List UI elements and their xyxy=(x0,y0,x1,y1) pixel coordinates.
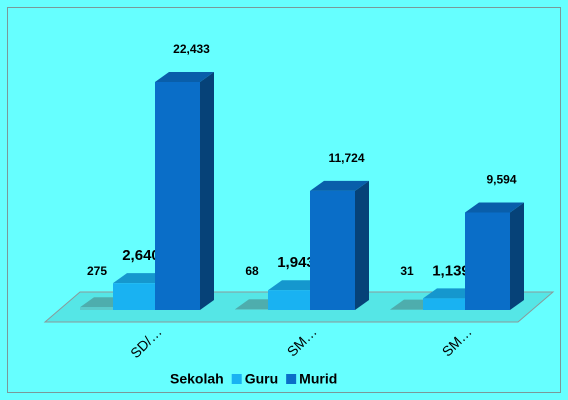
data-label: 31 xyxy=(400,264,414,278)
bar xyxy=(423,298,465,310)
bar xyxy=(310,190,355,310)
data-label: 11,724 xyxy=(328,151,364,165)
legend-label: Murid xyxy=(299,371,337,387)
data-label: 2,640 xyxy=(122,247,160,264)
bar xyxy=(268,290,310,310)
frame xyxy=(7,7,561,393)
legend-swatch xyxy=(286,374,297,384)
bar xyxy=(465,212,510,310)
data-label: 68 xyxy=(245,264,259,278)
bar xyxy=(80,307,113,310)
data-label: 1,139 xyxy=(432,262,470,279)
bar xyxy=(155,82,200,310)
bar-top xyxy=(310,180,369,191)
data-label: 9,594 xyxy=(486,173,516,187)
bar xyxy=(235,309,268,310)
data-label: 1,943 xyxy=(277,254,315,271)
bar-top xyxy=(465,202,524,213)
bar xyxy=(113,283,155,310)
bar-side xyxy=(510,202,524,310)
legend-swatch xyxy=(231,374,242,384)
data-label: 275 xyxy=(87,264,107,278)
bar-side xyxy=(200,72,214,310)
legend-label: Guru xyxy=(245,371,278,387)
data-label: 22,433 xyxy=(173,42,210,56)
legend-label: Sekolah xyxy=(170,371,224,387)
bar-top xyxy=(155,72,214,82)
bar-side xyxy=(355,180,369,310)
